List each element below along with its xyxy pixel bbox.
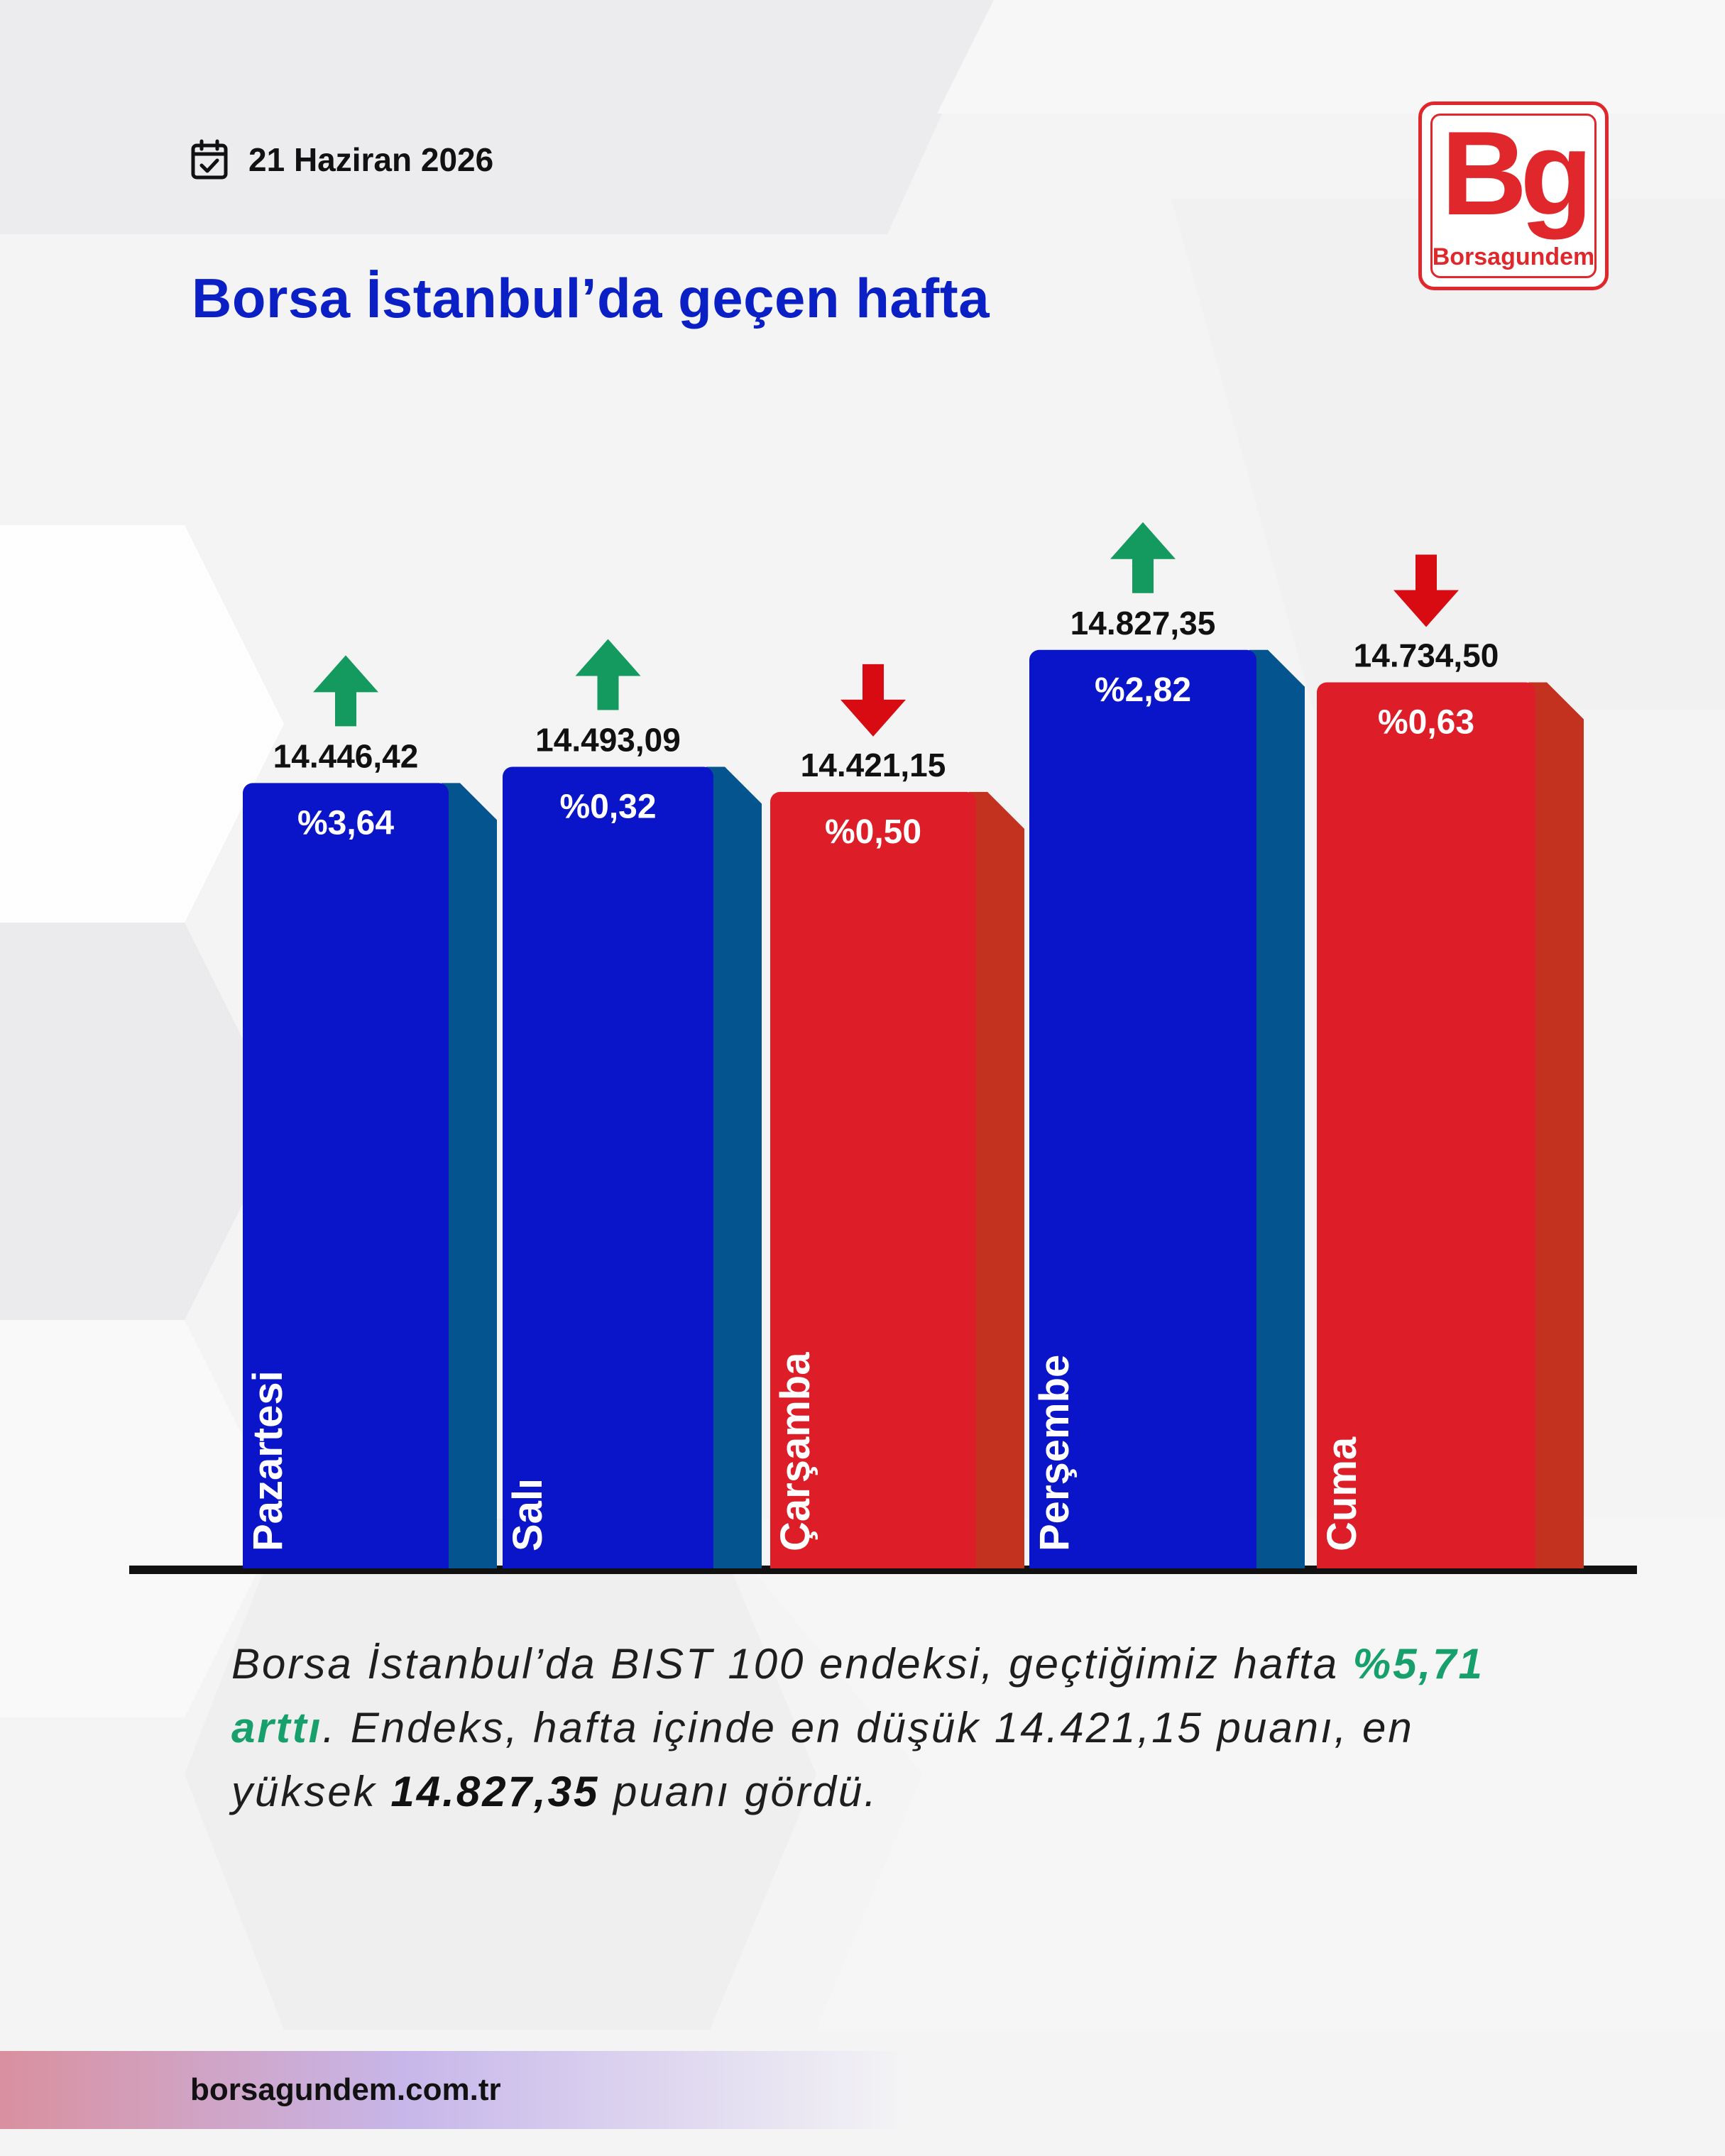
up-arrow-icon (1110, 522, 1176, 593)
bar-side (1528, 682, 1584, 1568)
description: Borsa İstanbul’da BIST 100 endeksi, geçt… (231, 1632, 1538, 1824)
date-row: 21 Haziran 2026 (190, 139, 493, 180)
bar-value-label: 14.734,50 (1354, 637, 1499, 674)
bar-value-label: 14.493,09 (535, 721, 681, 758)
bar-value-label: 14.827,35 (1070, 605, 1216, 642)
bar-base (243, 1554, 449, 1568)
bar-side (442, 783, 497, 1568)
brand-logo: Bg Borsagundem (1418, 101, 1609, 290)
logo-frame (1430, 114, 1597, 278)
down-arrow-icon (1393, 554, 1459, 627)
down-arrow-icon (840, 664, 906, 737)
bar (1029, 649, 1256, 1568)
bar (1317, 682, 1535, 1568)
bar-category-label: Çarşamba (772, 1352, 818, 1551)
description-bold: 14.827,35 (390, 1768, 600, 1815)
bar (243, 783, 449, 1568)
description-highlight: %5,71 arttı (231, 1640, 1484, 1751)
bar (770, 791, 976, 1568)
bar-base (1029, 1554, 1256, 1568)
footer-url[interactable]: borsagundem.com.tr (190, 2072, 501, 2107)
bar-value-label: 14.446,42 (273, 737, 419, 774)
logo-mark: Bg (1441, 106, 1593, 240)
description-text-3: puanı gördü. (599, 1768, 878, 1815)
logo-name: Borsagundem (1432, 243, 1595, 270)
bar-side (1249, 649, 1305, 1568)
bar-category-label: Perşembe (1031, 1355, 1078, 1551)
bar-change-label: %0,63 (1378, 704, 1474, 742)
bar-change-label: %0,32 (559, 788, 656, 825)
date-text: 21 Haziran 2026 (248, 141, 494, 178)
bar-change-label: %2,82 (1095, 671, 1191, 709)
footer-band (0, 2051, 909, 2129)
bar-chart: 14.446,42 %3,64 Pazartesi 14.493,09 %0,32 Sal… (129, 522, 1637, 1574)
bar-category-label: Salı (505, 1478, 551, 1551)
bar-change-label: %0,50 (825, 813, 921, 851)
bar-category-label: Pazartesi (245, 1370, 291, 1551)
bar-value-label: 14.421,15 (801, 747, 946, 783)
description-text-2: . Endeks, hafta içinde en düşük 14.421,1… (231, 1704, 1414, 1815)
description-text-1: Borsa İstanbul’da BIST 100 endeksi, geçt… (231, 1640, 1353, 1688)
calendar-icon (191, 139, 228, 180)
bar-category-label: Cuma (1319, 1436, 1365, 1551)
bar-change-label: %3,64 (297, 804, 394, 842)
up-arrow-icon (575, 639, 641, 710)
bar-side (969, 791, 1024, 1568)
up-arrow-icon (313, 655, 378, 727)
bar-side (706, 766, 762, 1568)
bar (503, 766, 713, 1568)
bar-base (503, 1554, 713, 1568)
bar-base (770, 1554, 976, 1568)
page-title: Borsa İstanbul’da geçen hafta (192, 267, 990, 329)
bar-base (1317, 1554, 1535, 1568)
